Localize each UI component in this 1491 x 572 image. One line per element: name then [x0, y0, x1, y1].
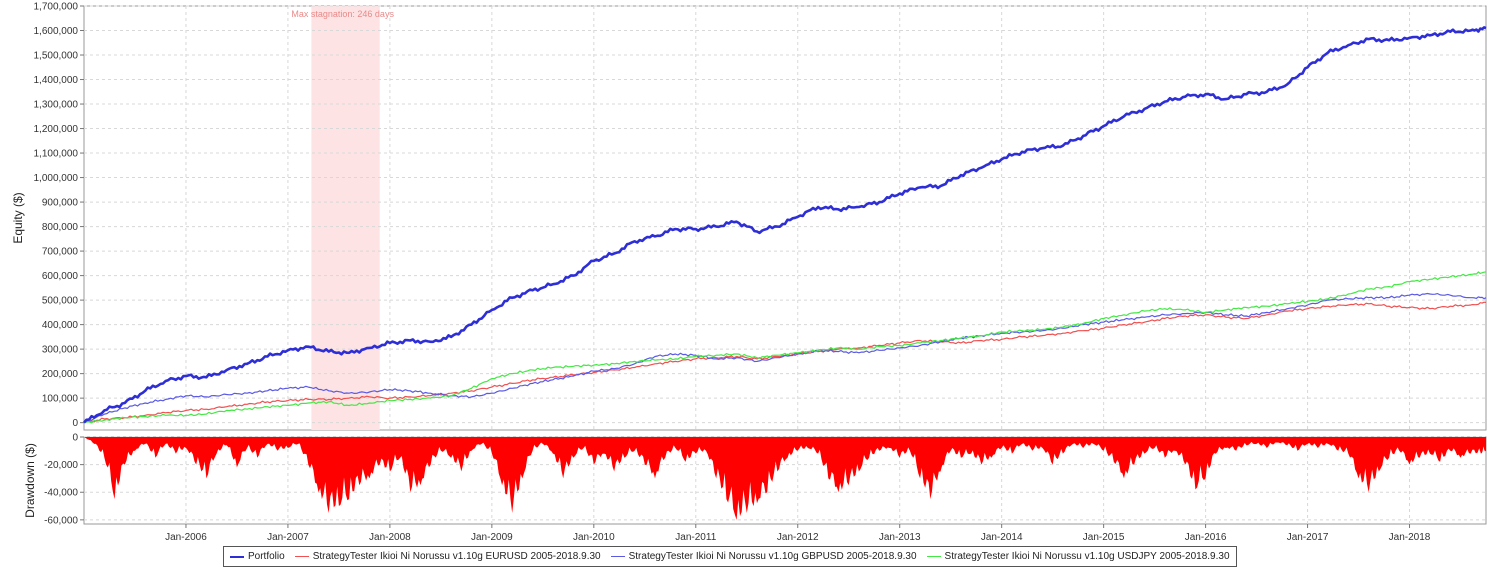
tick-label-y-drawdown-1: -20,000 [44, 460, 78, 471]
tick-label-y-equity-17: 1,700,000 [34, 2, 79, 13]
tick-label-y-equity-1: 100,000 [42, 394, 79, 405]
tick-label-y-equity-16: 1,600,000 [34, 26, 79, 37]
tick-label-y-equity-9: 900,000 [42, 198, 79, 209]
legend-swatch-usdjpy [926, 556, 941, 557]
stagnation-band [311, 6, 380, 430]
tick-label-y-equity-7: 700,000 [42, 247, 79, 258]
legend-item-eurusd: StrategyTester Ikioi Ni Norussu v1.10g E… [294, 551, 601, 562]
legend-swatch-portfolio [230, 555, 244, 558]
tick-label-x-5: Jan-2011 [675, 532, 716, 543]
tick-label-y-equity-8: 800,000 [42, 222, 79, 233]
tick-label-y-equity-0: 0 [72, 418, 78, 429]
tick-label-y-drawdown-3: -60,000 [44, 515, 78, 526]
tick-label-x-7: Jan-2013 [879, 532, 921, 543]
tick-label-x-4: Jan-2010 [573, 532, 615, 543]
tick-label-y-equity-15: 1,500,000 [34, 51, 79, 62]
series-line-3 [83, 271, 1487, 424]
legend-item-gbpusd: StrategyTester Ikioi Ni Norussu v1.10g G… [610, 551, 917, 562]
legend-swatch-gbpusd [610, 556, 625, 557]
tick-label-x-11: Jan-2017 [1287, 532, 1329, 543]
series-line-0 [83, 26, 1487, 424]
tick-label-x-1: Jan-2007 [267, 532, 309, 543]
tick-label-y-equity-11: 1,100,000 [34, 149, 79, 160]
tick-label-y-equity-14: 1,400,000 [34, 75, 79, 86]
drawdown-area [84, 437, 1486, 520]
tick-label-x-10: Jan-2016 [1185, 532, 1227, 543]
tick-label-x-0: Jan-2006 [165, 532, 207, 543]
y-axis-title-drawdown: Drawdown ($) [23, 443, 37, 518]
legend-label-portfolio: Portfolio [248, 551, 285, 562]
tick-label-x-12: Jan-2018 [1389, 532, 1431, 543]
legend-label-usdjpy: StrategyTester Ikioi Ni Norussu v1.10g U… [944, 551, 1230, 562]
tick-label-x-3: Jan-2009 [471, 532, 513, 543]
series-line-2 [83, 292, 1487, 424]
tick-label-y-drawdown-0: 0 [72, 433, 78, 444]
equity-plot-area [83, 5, 1487, 431]
series-line-1 [83, 301, 1487, 424]
tick-label-y-equity-10: 1,000,000 [34, 173, 79, 184]
tick-label-y-equity-12: 1,200,000 [34, 124, 79, 135]
stagnation-label: Max stagnation: 246 days [291, 9, 394, 19]
legend-label-gbpusd: StrategyTester Ikioi Ni Norussu v1.10g G… [628, 551, 917, 562]
tick-label-y-equity-2: 200,000 [42, 369, 79, 380]
tick-label-y-drawdown-2: -40,000 [44, 488, 78, 499]
tick-label-y-equity-3: 300,000 [42, 345, 79, 356]
tick-label-x-8: Jan-2014 [981, 532, 1023, 543]
y-axis-title-equity: Equity ($) [11, 192, 25, 243]
tick-label-y-equity-6: 600,000 [42, 271, 79, 282]
tick-label-x-6: Jan-2012 [777, 532, 819, 543]
legend-item-usdjpy: StrategyTester Ikioi Ni Norussu v1.10g U… [926, 551, 1230, 562]
tick-label-y-equity-5: 500,000 [42, 296, 79, 307]
tick-label-y-equity-13: 1,300,000 [34, 100, 79, 111]
legend-swatch-eurusd [294, 556, 309, 557]
legend-item-portfolio: Portfolio [230, 551, 285, 562]
tick-label-y-equity-4: 400,000 [42, 320, 79, 331]
tick-label-x-2: Jan-2008 [369, 532, 411, 543]
legend: Portfolio StrategyTester Ikioi Ni Noruss… [223, 546, 1237, 567]
tick-label-x-9: Jan-2015 [1083, 532, 1125, 543]
chart-svg: Max stagnation: 246 days 0 100,000 200,000 3… [11, 2, 1487, 543]
legend-label-eurusd: StrategyTester Ikioi Ni Norussu v1.10g E… [312, 551, 601, 562]
